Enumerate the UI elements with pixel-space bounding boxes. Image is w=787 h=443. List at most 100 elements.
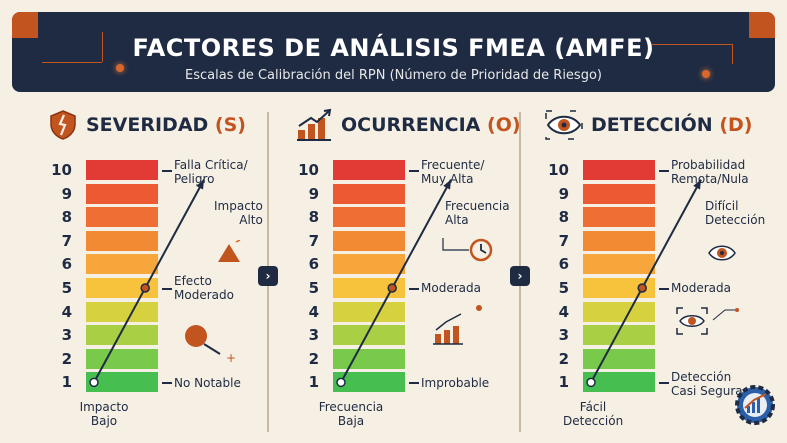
scale-bar <box>86 372 158 393</box>
scale-bar <box>333 230 405 251</box>
next-arrow-button[interactable]: › <box>510 266 530 286</box>
scale-bar <box>583 278 655 298</box>
scale-bar <box>86 207 158 228</box>
scale-bar <box>583 301 655 322</box>
scale-bar <box>86 183 158 204</box>
scale-number: 6 <box>308 255 319 274</box>
scale-bar <box>583 183 655 204</box>
start-node <box>586 377 596 388</box>
bottom-label: Frecuencia Baja <box>318 400 384 428</box>
high-label: Frecuencia Alta <box>445 199 510 227</box>
trend-line <box>93 179 205 383</box>
column-header: OCURRENCIA (O) <box>295 108 521 142</box>
trend-line <box>340 179 452 383</box>
low-label: Detección Casi Segura <box>671 370 743 398</box>
magnifier-node-icon: + <box>185 325 236 365</box>
page-title: FACTORES DE ANÁLISIS FMEA (AMFE) <box>132 34 655 62</box>
column-ocurrencia: OCURRENCIA (O) Frecuente/Muy Alta Frecue… <box>295 100 545 443</box>
scale-bar <box>86 301 158 322</box>
mid-node <box>140 283 150 293</box>
scale-bar <box>333 278 405 298</box>
mid-node <box>387 283 397 293</box>
mid-label: Moderada <box>421 281 481 295</box>
high-label: Impacto Alto <box>214 199 263 227</box>
scale-number: 2 <box>61 349 72 368</box>
rising-trend-arrow <box>89 179 205 388</box>
header-banner: FACTORES DE ANÁLISIS FMEA (AMFE) Escalas… <box>12 12 775 92</box>
low-label: No Notable <box>174 376 241 390</box>
scale-number: 1 <box>61 373 72 392</box>
next-arrow-button[interactable]: › <box>258 266 278 286</box>
scale-number: 6 <box>558 255 569 274</box>
bottom-label: Fácil Detección <box>563 400 624 428</box>
scale-number: 10 <box>51 161 72 179</box>
scale-number: 3 <box>61 326 72 345</box>
label-tick <box>162 288 172 290</box>
column-title: OCURRENCIA (O) <box>341 114 521 136</box>
svg-text:+: + <box>226 351 236 365</box>
top-label: Frecuente/Muy Alta <box>421 158 485 186</box>
label-tick <box>409 288 419 290</box>
scale-number: 8 <box>61 208 72 227</box>
arrowhead <box>693 179 701 190</box>
label-tick <box>409 382 419 385</box>
eye-icon <box>545 110 583 140</box>
scale-bar <box>583 325 655 346</box>
scale-number: 8 <box>308 208 319 227</box>
circuit-line <box>42 62 102 63</box>
scale-bar <box>86 160 158 180</box>
column-title: SEVERIDAD (S) <box>86 114 246 136</box>
warning-triangle-icon <box>218 240 241 262</box>
small-eye-icon <box>708 245 736 261</box>
scale-bar <box>583 372 655 393</box>
label-tick <box>659 170 669 172</box>
scale-number: 1 <box>558 373 569 392</box>
circuit-dot <box>702 70 710 78</box>
scale-number: 10 <box>298 161 319 179</box>
mid-label: Moderada <box>671 281 731 295</box>
scale-number: 9 <box>308 184 319 203</box>
scale-number: 10 <box>548 161 569 179</box>
clock-icon <box>442 238 493 262</box>
scale-bar <box>333 301 405 322</box>
focus-eye-icon <box>676 307 739 335</box>
scale-bar <box>86 325 158 346</box>
scale-number: 4 <box>61 302 72 321</box>
circuit-line <box>652 44 732 45</box>
scale-number: 4 <box>308 302 319 321</box>
top-label: Probabilidad Remota/Nula <box>671 158 749 186</box>
scale-number: 6 <box>61 255 72 274</box>
rising-trend-arrow <box>336 179 452 388</box>
column-header: SEVERIDAD (S) <box>48 108 246 142</box>
scale-number: 2 <box>308 349 319 368</box>
scale-bar <box>333 183 405 204</box>
scale-number: 3 <box>558 326 569 345</box>
broken-shield-icon <box>50 110 76 140</box>
scale-number: 7 <box>61 231 72 250</box>
circuit-line <box>732 44 733 64</box>
label-tick <box>659 382 669 385</box>
scale-bar <box>333 254 405 275</box>
rising-trend-arrow <box>586 179 702 388</box>
scale-number: 4 <box>558 302 569 321</box>
label-tick <box>659 288 669 290</box>
bar-chart-up-icon <box>297 108 332 141</box>
scale-number: 2 <box>558 349 569 368</box>
header-corner-left <box>12 12 38 38</box>
label-tick <box>162 382 172 385</box>
scale-number: 7 <box>308 231 319 250</box>
page-subtitle: Escalas de Calibración del RPN (Número d… <box>185 68 602 83</box>
mid-label: Efecto Moderado <box>174 274 234 302</box>
start-node <box>336 377 346 388</box>
label-tick <box>162 170 172 172</box>
scale-bar <box>333 372 405 393</box>
column-header: DETECCIÓN (D) <box>545 108 752 142</box>
column-severidad: SEVERIDAD (S) Falla Crítica/Peligro Impa… <box>48 100 298 443</box>
circuit-line <box>102 32 103 62</box>
top-label: Falla Crítica/Peligro <box>174 158 248 186</box>
start-node <box>89 377 99 388</box>
scale-bar <box>333 160 405 180</box>
label-tick <box>409 170 419 172</box>
scale-bar <box>86 278 158 298</box>
column-deteccion: DETECCIÓN (D) Probabilidad Remota/Nula Di… <box>545 100 787 443</box>
